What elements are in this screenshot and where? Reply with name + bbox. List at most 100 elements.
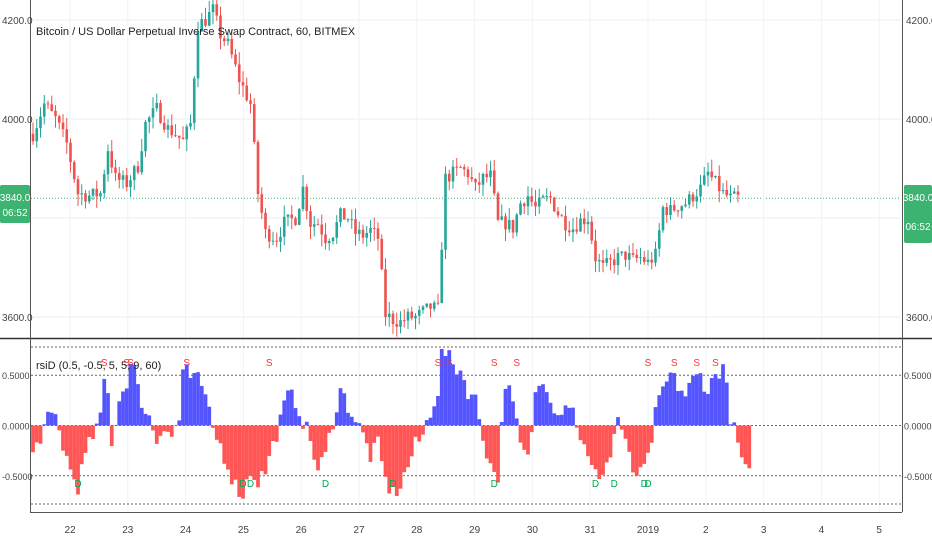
candle <box>687 191 691 209</box>
sell-signal-marker: S <box>645 358 652 369</box>
candle <box>455 157 459 176</box>
candle <box>579 213 582 232</box>
histogram-bar <box>642 425 647 464</box>
histogram-bar <box>552 413 557 426</box>
candle <box>136 161 140 175</box>
price-axis-left[interactable]: 4200.0 4000.0 3600.0 <box>2 16 33 324</box>
candle <box>447 169 451 191</box>
candle <box>61 114 65 138</box>
histogram-bar <box>439 348 444 426</box>
buy-signal-marker: D <box>74 479 81 490</box>
histogram-bar <box>481 425 485 441</box>
candle <box>706 162 710 187</box>
histogram-bar <box>259 425 264 472</box>
time-tick-label: 22 <box>64 525 76 536</box>
histogram-bar <box>473 394 478 426</box>
indicator-axis-right[interactable]: 0.5000 0.0000 -0.5000 <box>904 371 932 482</box>
candle <box>500 204 504 221</box>
price-axis-right[interactable]: 4200.0 4000.0 3600.0 <box>906 16 932 324</box>
histogram-bar <box>121 391 125 426</box>
candle <box>159 99 162 124</box>
price-tick-label-left: 3600.0 <box>2 313 33 324</box>
histogram-bar <box>548 402 553 426</box>
candle <box>222 35 226 47</box>
indicator-axis-left[interactable]: 0.5000 0.0000 -0.5000 <box>2 371 33 482</box>
sell-signal-marker: S <box>127 358 134 369</box>
time-tick-label: 28 <box>411 525 423 536</box>
symbol-title[interactable]: Bitcoin / US Dollar Perpetual Inverse Sw… <box>36 26 356 38</box>
candle <box>207 1 211 27</box>
candle <box>264 208 267 239</box>
candle <box>646 250 650 266</box>
candle <box>301 175 305 212</box>
candle <box>627 245 631 271</box>
indicator-title[interactable]: rsiD (0.5, -0.5, 5, 5, 9, 60) <box>36 360 161 372</box>
price-tick-label-right: 3600.0 <box>906 313 932 324</box>
candle <box>545 188 549 202</box>
candle <box>147 115 151 134</box>
candle <box>84 189 87 209</box>
histogram-bar <box>327 425 332 433</box>
price-tick-label-right: 4200.0 <box>906 16 932 27</box>
candle <box>507 208 511 233</box>
last-price-badge-right: 3840.0 06:52 <box>903 185 932 243</box>
histogram-bar <box>541 384 545 426</box>
candle <box>474 178 477 191</box>
candle <box>635 249 639 263</box>
candle <box>80 184 84 206</box>
histogram-bar <box>743 425 748 465</box>
candle <box>181 126 185 140</box>
histogram-bar <box>469 394 474 426</box>
histogram-bar <box>687 382 692 426</box>
histogram-bar <box>57 425 62 431</box>
histogram-bar <box>316 425 320 471</box>
candle <box>339 207 342 228</box>
histogram-bar <box>199 385 204 426</box>
candle <box>485 163 489 183</box>
histogram-bar <box>38 425 43 444</box>
price-panel[interactable] <box>30 0 902 337</box>
histogram-bar <box>514 418 519 426</box>
histogram-bar <box>582 425 587 445</box>
histogram-bar <box>443 356 448 426</box>
rsi-histogram <box>31 348 752 499</box>
buy-signal-marker: D <box>239 479 246 490</box>
histogram-bar <box>342 393 347 426</box>
histogram-bar <box>218 425 223 444</box>
candle <box>46 100 50 109</box>
candle <box>421 305 425 314</box>
histogram-bar <box>544 392 549 426</box>
candle <box>327 238 331 251</box>
candle <box>642 250 646 265</box>
candle <box>657 223 661 257</box>
candle <box>252 98 256 145</box>
candle <box>174 124 177 138</box>
candle <box>91 188 95 201</box>
histogram-bar <box>252 425 257 480</box>
histogram-bar <box>739 425 744 458</box>
sell-signal-marker: S <box>491 358 498 369</box>
histogram-bar <box>278 414 283 426</box>
histogram-bar <box>417 425 422 442</box>
candle <box>117 166 121 189</box>
sell-signal-marker: S <box>712 358 719 369</box>
histogram-bar <box>188 378 193 426</box>
candle <box>196 21 200 88</box>
candle <box>530 187 534 207</box>
histogram-bar <box>143 413 148 426</box>
histogram-bar <box>166 425 170 432</box>
histogram-bar <box>619 425 624 430</box>
candle <box>365 225 369 247</box>
candle <box>466 166 470 185</box>
sell-signal-marker: S <box>435 358 442 369</box>
histogram-bar <box>256 425 260 488</box>
candle <box>586 211 590 235</box>
candle <box>241 71 245 97</box>
histogram-bar <box>436 396 440 426</box>
time-axis[interactable]: 22 23 24 25 26 27 28 29 30 31 2019 2 3 4 5 <box>64 525 882 536</box>
candle <box>185 124 189 152</box>
candle <box>99 191 102 202</box>
candle <box>87 190 91 204</box>
candle <box>369 220 372 243</box>
